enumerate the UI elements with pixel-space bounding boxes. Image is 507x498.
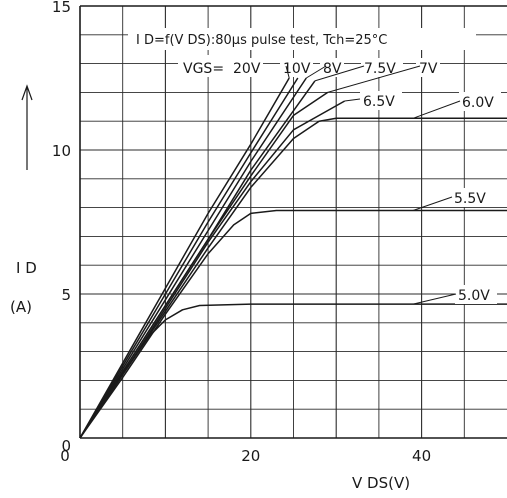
y-tick-label: 0 [61, 437, 71, 455]
curve-label-leader [314, 65, 365, 82]
x-tick-label: 0 [60, 447, 70, 465]
y-tick-label: 10 [52, 142, 71, 160]
curve-label-7V: 7V [419, 61, 438, 77]
curve-label-bg [280, 58, 313, 77]
curve-label-20V: 20V [233, 61, 261, 77]
annotation-bg [128, 28, 476, 50]
x-axis-label: V DS(V) [352, 474, 410, 492]
curve-label-6-0V: 6.0V [462, 95, 494, 111]
curve-label-leader [412, 100, 461, 119]
curve-label-bg [360, 91, 402, 110]
curve-label-leader [412, 196, 453, 211]
curve-vgs-6-5V [79, 100, 346, 439]
curves [79, 77, 507, 439]
curve-vgs-8V [79, 77, 307, 439]
curve-label-bg [459, 92, 501, 111]
curve-label-leader [412, 293, 457, 305]
curve-label-5-5V: 5.5V [454, 191, 486, 207]
vgs-prefix-label: VGS= [183, 61, 224, 77]
plot-frame [79, 5, 507, 439]
curve-label-7-5V: 7.5V [364, 61, 396, 77]
curve-label-bg [416, 58, 440, 77]
test-condition-annotation: I D=f(V DS):80µs pulse test, Tch=25°C [136, 33, 387, 48]
curve-label-5-0V: 5.0V [458, 288, 490, 304]
x-tick-label: 20 [241, 447, 260, 465]
curve-vgs-7V [79, 91, 329, 439]
curve-label-bg [230, 58, 263, 77]
curve-label-10V: 10V [283, 61, 311, 77]
curve-vgs-20V [79, 77, 290, 439]
curve-label-bg [451, 188, 493, 207]
y-axis-arrow [21, 84, 33, 170]
y-axis-unit: (A) [10, 298, 32, 316]
curve-label-leader [344, 98, 361, 102]
y-tick-label: 5 [61, 286, 71, 304]
curve-label-leader [306, 65, 327, 79]
curve-label-6-5V: 6.5V [363, 94, 395, 110]
curve-vgs-5-0V [79, 303, 507, 439]
y-axis-label: I D [16, 259, 37, 277]
y-tick-label: 15 [52, 0, 71, 16]
curve-vgs-10V [79, 77, 299, 439]
curve-label-8V: 8V [323, 61, 342, 77]
curve-label-leader [285, 65, 290, 79]
vgs-prefix-bg [178, 55, 238, 77]
curve-label-bg [455, 285, 497, 304]
curve-labels: 20V 10V 8V 7.5V 7V 6.5V 6.0V 5.5V 5.0V [230, 58, 501, 305]
curve-vgs-5-5V [79, 209, 507, 439]
curve-label-bg [320, 58, 344, 77]
curve-label-leader [327, 65, 421, 93]
curve-label-bg [361, 58, 403, 77]
x-tick-label: 40 [412, 447, 431, 465]
